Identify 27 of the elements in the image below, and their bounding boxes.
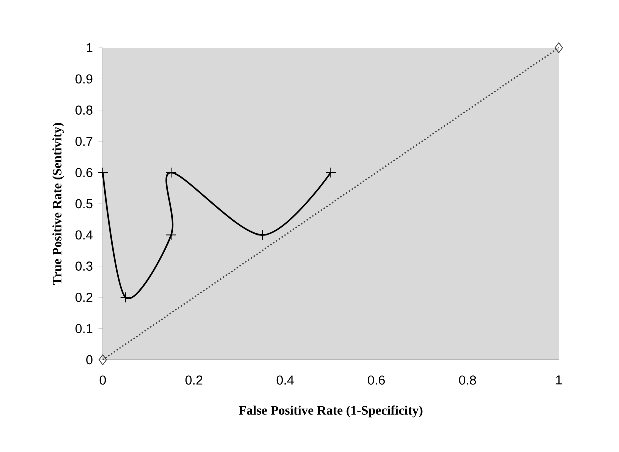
x-tick-label: 0 bbox=[100, 376, 106, 385]
x-tick-label: 0.8 bbox=[459, 376, 476, 385]
point bbox=[166, 230, 177, 241]
y-tick-label: 0.8 bbox=[76, 106, 93, 115]
y-tick-label: 0.3 bbox=[76, 262, 93, 271]
y-tick-label: 1 bbox=[87, 44, 93, 52]
x-tick-label: 0.4 bbox=[276, 376, 294, 385]
y-tick-label: 0.9 bbox=[76, 74, 93, 84]
y-tick-label: 0.5 bbox=[76, 199, 93, 209]
y-tick-label: 0 bbox=[86, 355, 93, 365]
y-tick-label: 0.6 bbox=[76, 168, 93, 178]
point bbox=[166, 167, 177, 178]
x-tick-label: 0.6 bbox=[368, 376, 386, 385]
y-tick-label: 0.1 bbox=[76, 324, 93, 334]
x-tick-label: 0.2 bbox=[186, 376, 203, 385]
point bbox=[326, 167, 336, 178]
point bbox=[257, 230, 268, 241]
point bbox=[98, 167, 108, 178]
y-axis-title: True Positive Rate (Sentivity) bbox=[52, 123, 64, 286]
point bbox=[554, 42, 564, 54]
point bbox=[98, 354, 108, 366]
y-tick-label: 0.4 bbox=[76, 230, 93, 240]
x-tick-label: 1 bbox=[556, 376, 562, 385]
y-tick-label: 0.2 bbox=[76, 293, 93, 302]
point bbox=[120, 292, 132, 303]
y-tick-label: 0.7 bbox=[76, 137, 93, 146]
x-axis-title: False Positive Rate (1-Specificity) bbox=[238, 406, 423, 418]
